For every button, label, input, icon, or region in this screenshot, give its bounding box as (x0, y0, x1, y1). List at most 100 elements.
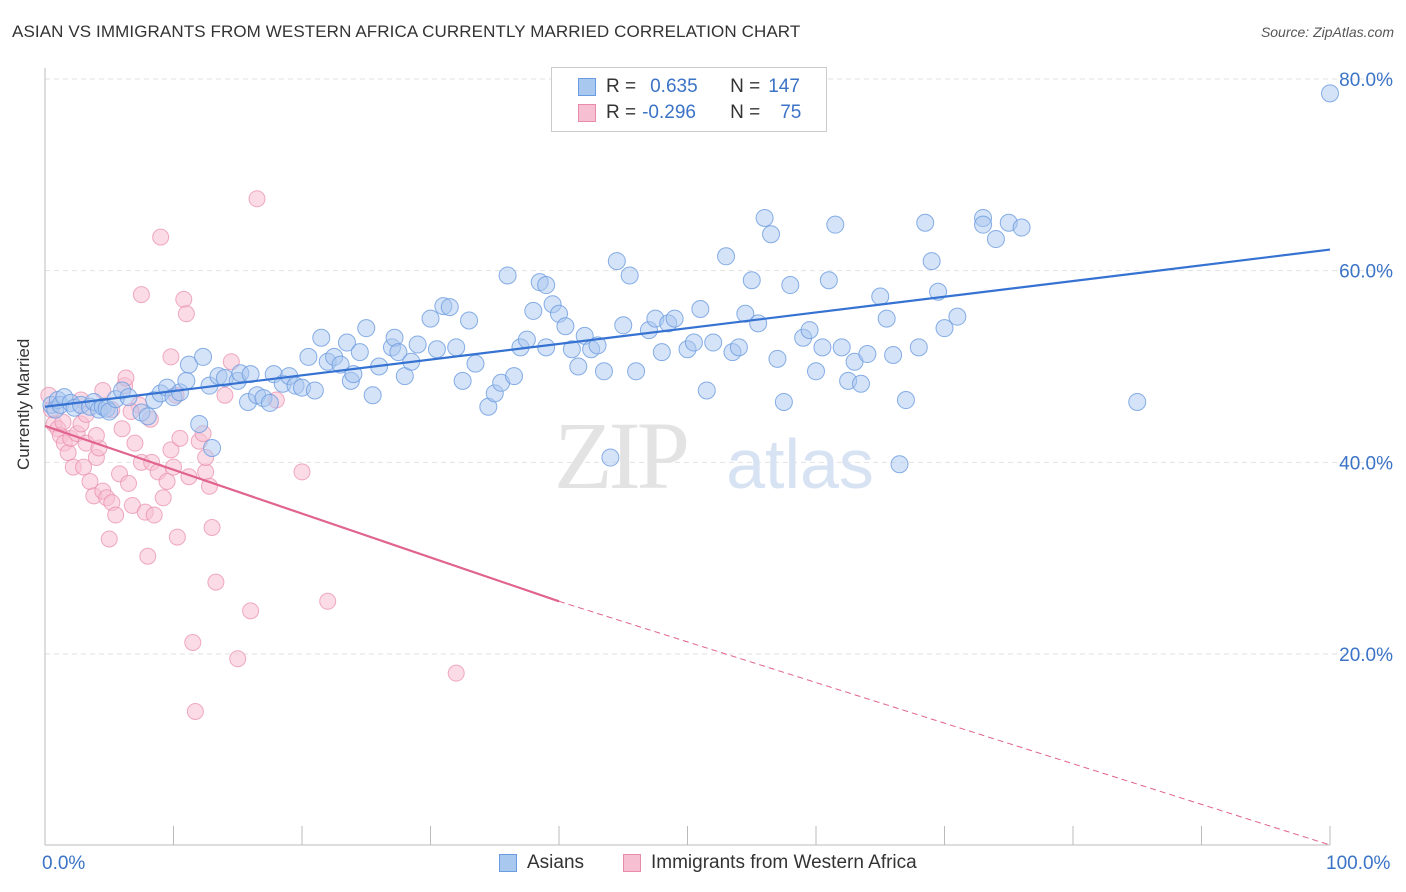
asian-point (935, 319, 954, 338)
wa-point (207, 573, 225, 591)
wa-point (162, 441, 180, 459)
wa-point (177, 305, 195, 323)
watermark-atlas: atlas (726, 425, 874, 503)
asian-point (556, 317, 575, 336)
legend-row-asians: R = 0.635 N = 147 (578, 75, 800, 99)
wa-point (319, 592, 337, 610)
correlation-legend: R = 0.635 N = 147 R = -0.296 N = 75 (551, 67, 827, 132)
asians-swatch (578, 78, 596, 96)
r-value: -0.296 (642, 102, 696, 123)
n-label: N = (730, 102, 761, 123)
wa-point (447, 664, 465, 682)
wa-point (222, 353, 240, 371)
asian-point (537, 338, 556, 357)
asian-point (305, 381, 324, 400)
asian-point (813, 338, 832, 357)
watermark: ZIP atlas (554, 402, 874, 509)
wa-point (126, 434, 144, 452)
asian-point (704, 333, 723, 352)
asian-point (363, 386, 382, 405)
asian-point (498, 266, 517, 285)
series-asians-points (42, 84, 1339, 474)
asian-point (697, 381, 716, 400)
watermark-zip: ZIP (554, 402, 687, 509)
r-value: 0.635 (650, 76, 698, 97)
asian-point (729, 338, 748, 357)
asian-point (537, 276, 556, 295)
asian-point (986, 230, 1005, 249)
asian-point (877, 309, 896, 328)
asian-point (948, 307, 967, 326)
y-tick-labels: 20.0% 40.0% 60.0% 80.0% (1339, 70, 1393, 666)
asian-point (440, 298, 459, 317)
asian-point (736, 304, 755, 323)
wa-point (145, 506, 163, 524)
r-label: R = (606, 102, 637, 123)
asian-point (742, 271, 761, 290)
asian-point (890, 455, 909, 474)
asian-point (594, 362, 613, 381)
x-tick-max: 100.0% (1326, 853, 1391, 874)
asian-point (505, 367, 524, 386)
asians-legend-swatch (499, 854, 517, 872)
wa-point (229, 650, 247, 668)
wa-point (162, 348, 180, 366)
asian-point (627, 362, 646, 381)
asian-point (421, 309, 440, 328)
asian-point (569, 357, 588, 376)
asian-point (896, 391, 915, 410)
wa-point (120, 474, 138, 492)
asian-point (774, 392, 793, 411)
asian-point (652, 343, 671, 362)
asian-point (517, 330, 536, 349)
asian-point (922, 252, 941, 271)
asian-point (337, 333, 356, 352)
asian-point (460, 311, 479, 330)
asian-point (408, 335, 427, 354)
legend-item-western-africa: Immigrants from Western Africa (623, 852, 917, 874)
wa-trend-extension (558, 600, 1331, 846)
asian-point (916, 213, 935, 232)
asian-point (717, 247, 736, 266)
chart-title: ASIAN VS IMMIGRANTS FROM WESTERN AFRICA … (12, 22, 801, 41)
y-axis-label: Currently Married (14, 338, 33, 470)
wa-point (168, 528, 186, 546)
wa-point (107, 506, 125, 524)
y-tick-label: 40.0% (1339, 453, 1393, 474)
asian-point (357, 319, 376, 338)
asian-point (177, 371, 196, 390)
asian-point (684, 333, 703, 352)
wa-point (216, 386, 234, 404)
x-tick-min: 0.0% (42, 853, 86, 874)
wa-point (197, 463, 215, 481)
wa-legend-swatch (623, 854, 641, 872)
asian-point (807, 362, 825, 381)
asians-trend-line (44, 248, 1331, 408)
wa-point (59, 444, 77, 462)
asian-point (588, 336, 607, 355)
asian-point (819, 271, 838, 290)
asian-point (781, 276, 800, 295)
r-label: R = (606, 76, 637, 97)
asian-point (331, 355, 350, 374)
asian-point (665, 309, 684, 328)
series-western-africa-points (40, 190, 465, 720)
wa-point (171, 429, 189, 447)
asian-point (832, 338, 851, 357)
wa-point (293, 463, 311, 481)
y-tick-label: 60.0% (1339, 262, 1393, 283)
asian-point (453, 371, 472, 390)
wa-point (75, 458, 93, 476)
y-tick-label: 80.0% (1339, 70, 1393, 91)
legend-row-western-africa: R = -0.296 N = 75 (578, 101, 801, 125)
asian-point (562, 340, 581, 359)
asian-point (447, 338, 466, 357)
legend-label-asians: Asians (527, 852, 585, 873)
asian-point (800, 321, 819, 340)
legend-item-asians: Asians (499, 852, 584, 874)
asian-point (691, 300, 710, 318)
asian-point (466, 354, 485, 373)
asian-point (524, 301, 543, 320)
asian-point (749, 314, 768, 333)
